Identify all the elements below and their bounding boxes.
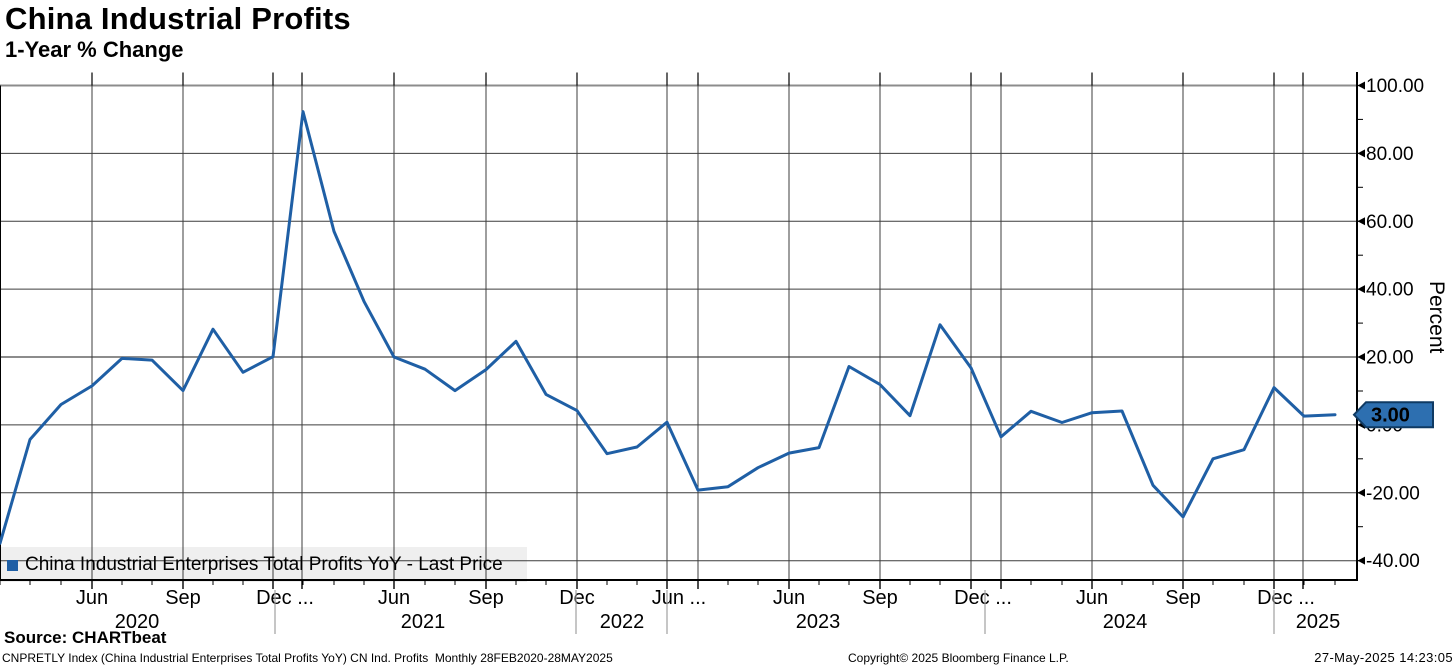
y-axis-label: 60.00: [1366, 212, 1414, 233]
x-axis-month-label: Jun: [378, 587, 410, 609]
y-tick-arrow-icon: [1357, 81, 1365, 90]
last-price-tag: [1352, 401, 1434, 429]
x-axis-month-label: Jun: [1076, 587, 1108, 609]
copyright-notice: Copyright© 2025 Bloomberg Finance L.P.: [848, 651, 1069, 665]
y-tick-arrow-icon: [1357, 556, 1365, 565]
y-axis-label: -20.00: [1366, 483, 1420, 504]
x-axis-year-label: 2022: [600, 611, 645, 633]
y-tick-arrow-icon: [1357, 488, 1365, 497]
x-axis-month-label: Sep: [862, 587, 898, 609]
legend-label: China Industrial Enterprises Total Profi…: [25, 553, 503, 575]
y-axis-label: -40.00: [1366, 551, 1420, 572]
x-axis-month-label: Dec ...: [256, 587, 314, 609]
x-axis-month-label: Dec ...: [1257, 587, 1315, 609]
chart-subtitle: 1-Year % Change: [5, 37, 184, 62]
x-axis-year-label: 2020: [115, 611, 160, 633]
source-label: Source: CHARTbeat: [4, 628, 167, 647]
y-axis-label: 100.00: [1366, 76, 1424, 97]
y-axis-label: 80.00: [1366, 144, 1414, 165]
x-axis-year-label: 2025: [1296, 611, 1341, 633]
last-price-value: 3.00: [1371, 405, 1410, 427]
index-description: CNPRETLY Index (China Industrial Enterpr…: [2, 651, 613, 665]
x-axis-year-label: 2021: [401, 611, 446, 633]
x-axis-month-label: Sep: [1165, 587, 1201, 609]
y-tick-arrow-icon: [1357, 217, 1365, 226]
page-title: China Industrial Profits: [5, 1, 351, 36]
x-axis-year-label: 2024: [1103, 611, 1148, 633]
series-marker-icon: [7, 559, 18, 571]
y-tick-arrow-icon: [1357, 149, 1365, 158]
legend-item[interactable]: China Industrial Enterprises Total Profi…: [0, 547, 527, 582]
y-tick-arrow-icon: [1357, 353, 1365, 362]
x-axis-year-label: 2023: [796, 611, 841, 633]
y-axis-title: Percent: [1425, 281, 1448, 354]
x-axis-month-label: Jun ...: [652, 587, 706, 609]
y-axis-label: 20.00: [1366, 348, 1414, 369]
x-axis-month-label: Dec ...: [954, 587, 1012, 609]
x-axis-month-label: Jun: [773, 587, 805, 609]
x-axis-month-label: Sep: [165, 587, 201, 609]
x-axis-month-label: Jun: [76, 587, 108, 609]
timestamp: 27-May-2025 14:23:05: [1314, 650, 1453, 665]
x-axis-month-label: Sep: [468, 587, 504, 609]
x-axis-month-label: Dec: [559, 587, 595, 609]
legend-background: [0, 547, 527, 582]
series-line: [0, 110, 1337, 545]
y-tick-arrow-icon: [1357, 285, 1365, 294]
y-axis-label: 40.00: [1366, 280, 1414, 301]
